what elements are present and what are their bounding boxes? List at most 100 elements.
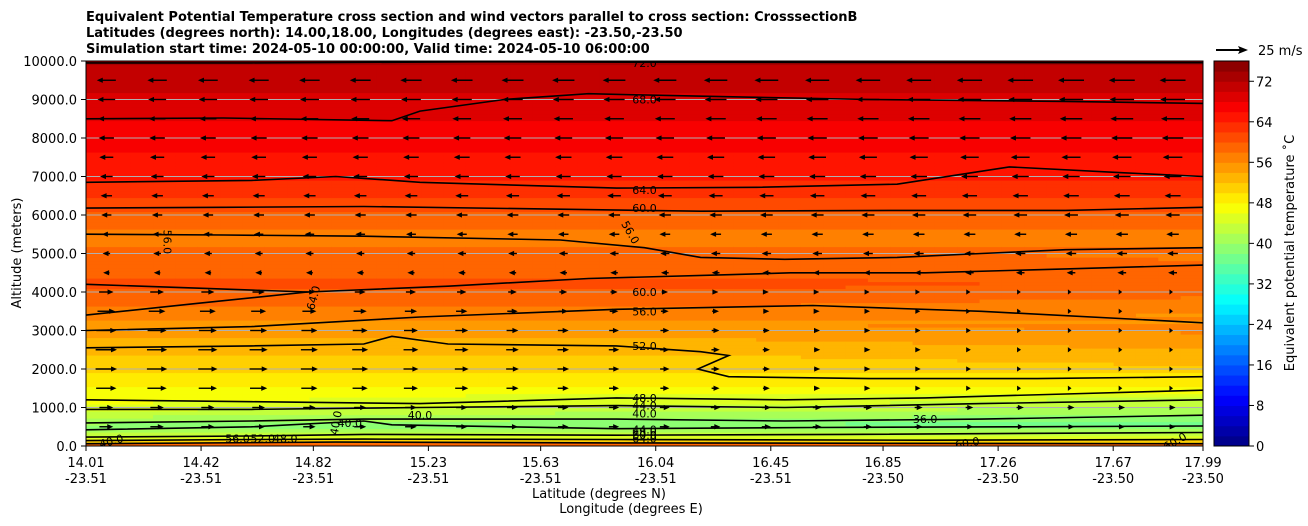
contour-fill-cell <box>108 428 132 433</box>
contour-fill-cell <box>912 299 936 304</box>
contour-fill-cell <box>421 278 445 283</box>
contour-fill-cell <box>666 295 690 300</box>
contour-fill-cell <box>1068 194 1092 199</box>
contour-fill-cell <box>1001 204 1025 209</box>
contour-fill-cell <box>845 190 869 195</box>
contour-fill-cell <box>532 131 556 136</box>
contour-fill-cell <box>957 267 981 272</box>
contour-fill-cell <box>957 236 981 241</box>
contour-fill-cell <box>1001 229 1025 234</box>
contour-fill-cell <box>130 341 154 346</box>
contour-fill-cell <box>354 407 378 412</box>
contour-fill-cell <box>711 215 735 220</box>
contour-fill-cell <box>644 320 668 325</box>
contour-fill-cell <box>309 397 333 402</box>
contour-fill-cell <box>800 306 824 311</box>
contour-fill-cell <box>823 414 847 419</box>
contour-fill-cell <box>1046 215 1070 220</box>
contour-fill-cell <box>934 271 958 276</box>
contour-fill-cell <box>130 309 154 314</box>
contour-fill-cell <box>465 351 489 356</box>
contour-fill-cell <box>510 173 534 178</box>
contour-fill-cell <box>331 390 355 395</box>
contour-fill-cell <box>1068 92 1092 97</box>
contour-fill-cell <box>309 337 333 342</box>
contour-fill-cell <box>689 278 713 283</box>
contour-fill-cell <box>465 61 489 66</box>
contour-fill-cell <box>934 131 958 136</box>
contour-fill-cell <box>1068 351 1092 356</box>
contour-fill-cell <box>644 180 668 185</box>
contour-fill-cell <box>465 218 489 223</box>
contour-fill-cell <box>867 173 891 178</box>
contour-fill-cell <box>376 309 400 314</box>
contour-fill-cell <box>756 313 780 318</box>
contour-fill-cell <box>867 197 891 202</box>
contour-fill-cell <box>934 89 958 94</box>
contour-fill-cell <box>130 316 154 321</box>
contour-fill-cell <box>912 236 936 241</box>
contour-fill-cell <box>622 281 646 286</box>
contour-fill-cell <box>331 306 355 311</box>
contour-fill-cell <box>979 246 1003 251</box>
contour-fill-cell <box>867 383 891 388</box>
contour-fill-cell <box>264 127 288 132</box>
contour-fill-cell <box>711 180 735 185</box>
contour-fill-cell <box>287 229 310 234</box>
contour-fill-cell <box>1046 92 1070 97</box>
contour-fill-cell <box>733 239 757 244</box>
contour-fill-cell <box>287 425 310 430</box>
contour-fill-cell <box>264 369 288 374</box>
contour-fill-cell <box>979 362 1003 367</box>
contour-fill-cell <box>957 400 981 405</box>
contour-fill-cell <box>108 299 132 304</box>
contour-fill-cell <box>532 330 556 335</box>
contour-fill-cell <box>555 344 579 349</box>
contour-fill-cell <box>86 274 109 279</box>
contour-fill-cell <box>644 71 668 76</box>
contour-fill-cell <box>622 68 646 73</box>
contour-fill-cell <box>1001 166 1025 171</box>
contour-fill-cell <box>153 432 176 437</box>
contour-fill-cell <box>1091 299 1115 304</box>
contour-fill-cell <box>890 103 914 108</box>
contour-fill-cell <box>443 278 467 283</box>
contour-fill-cell <box>421 246 445 251</box>
contour-fill-cell <box>756 379 780 384</box>
contour-fill-cell <box>555 306 579 311</box>
contour-fill-cell <box>577 372 601 377</box>
contour-fill-cell <box>577 145 601 150</box>
contour-fill-cell <box>532 138 556 143</box>
contour-fill-cell <box>1024 110 1048 115</box>
contour-fill-cell <box>354 288 378 293</box>
contour-fill-cell <box>510 152 534 157</box>
contour-fill-cell <box>733 194 757 199</box>
contour-fill-cell <box>957 285 981 290</box>
contour-fill-cell <box>264 208 288 213</box>
contour-fill-cell <box>86 194 109 199</box>
contour-fill-cell <box>599 99 623 104</box>
contour-fill-cell <box>488 239 512 244</box>
contour-fill-cell <box>711 306 735 311</box>
contour-fill-cell <box>957 68 981 73</box>
contour-fill-cell <box>1091 306 1115 311</box>
contour-fill-cell <box>220 260 243 265</box>
contour-fill-cell <box>443 425 467 430</box>
contour-fill-cell <box>599 257 623 262</box>
contour-fill-cell <box>264 292 288 297</box>
contour-fill-cell <box>823 218 847 223</box>
contour-fill-cell <box>175 418 199 423</box>
contour-fill-cell <box>666 232 690 237</box>
contour-fill-cell <box>465 365 489 370</box>
contour-fill-cell <box>443 180 467 185</box>
contour-fill-cell <box>823 386 847 391</box>
contour-fill-cell <box>532 162 556 167</box>
contour-fill-cell <box>689 334 713 339</box>
contour-fill-cell <box>867 435 891 440</box>
contour-fill-cell <box>622 271 646 276</box>
contour-fill-cell <box>465 183 489 188</box>
contour-fill-cell <box>845 313 869 318</box>
contour-fill-cell <box>823 302 847 307</box>
contour-fill-cell <box>175 383 199 388</box>
contour-fill-cell <box>867 138 891 143</box>
